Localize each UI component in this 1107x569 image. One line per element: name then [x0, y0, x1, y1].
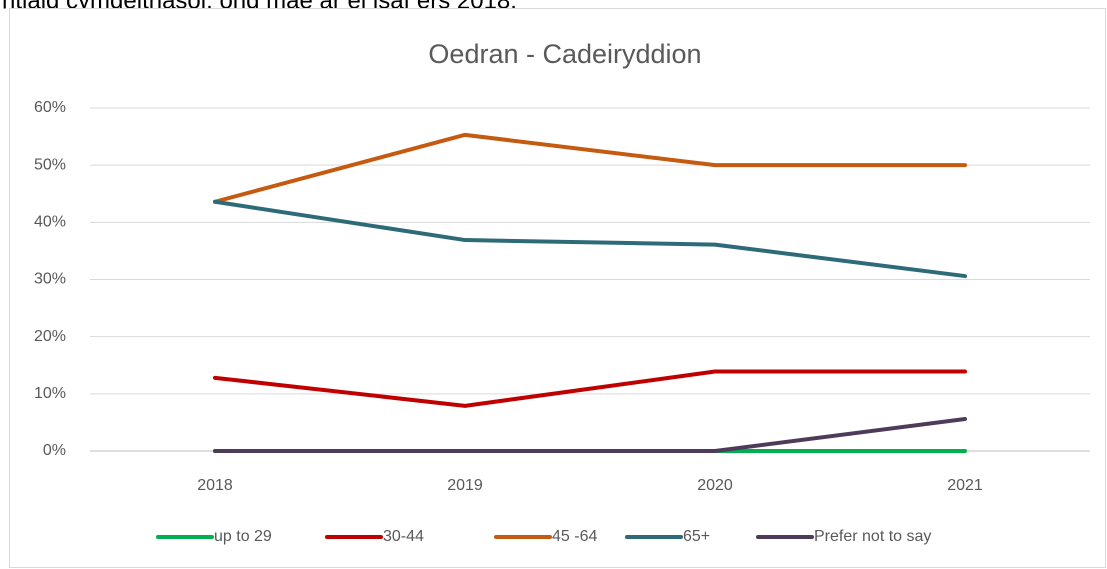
y-tick-label: 0%	[43, 442, 66, 459]
legend-label: 30-44	[383, 528, 424, 545]
series-line	[213, 369, 967, 408]
y-tick-label: 40%	[34, 214, 66, 231]
chart-title: Oedran - Cadeiryddion	[428, 39, 701, 69]
y-tick-label: 20%	[34, 328, 66, 345]
series-line	[213, 199, 967, 279]
x-tick-label: 2019	[447, 477, 483, 494]
y-tick-label: 50%	[34, 156, 66, 173]
legend-label: 65+	[683, 528, 710, 545]
y-tick-label: 10%	[34, 385, 66, 402]
series-line	[213, 416, 967, 453]
chart-frame	[9, 8, 1106, 568]
legend-label: 45 -64	[552, 528, 597, 545]
series-line	[213, 132, 967, 204]
x-tick-label: 2020	[697, 477, 733, 494]
y-tick-label: 30%	[34, 271, 66, 288]
legend-label: Prefer not to say	[814, 528, 931, 545]
y-tick-label: 60%	[34, 99, 66, 116]
legend-label: up to 29	[214, 528, 272, 545]
x-tick-label: 2018	[197, 477, 233, 494]
x-tick-label: 2021	[947, 477, 983, 494]
